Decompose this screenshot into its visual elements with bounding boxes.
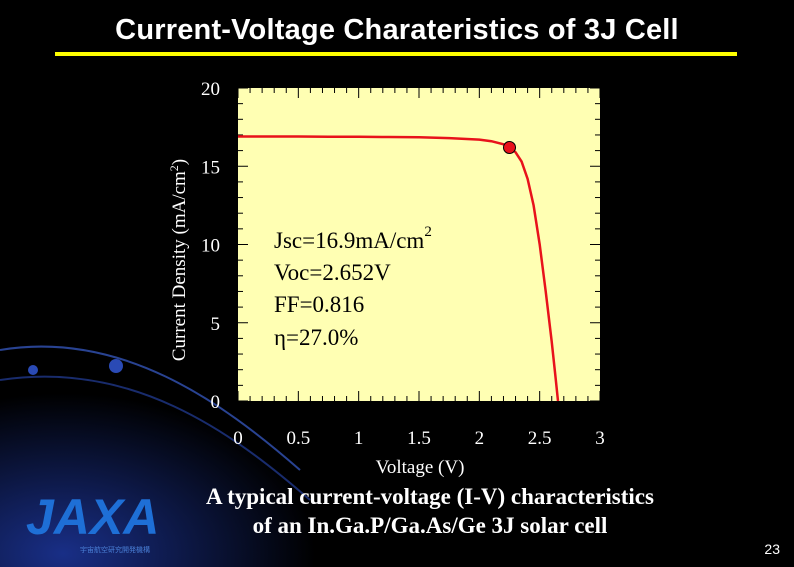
title-underline xyxy=(55,52,737,56)
slide-caption: A typical current-voltage (I-V) characte… xyxy=(120,482,740,540)
x-tick-labels: 0 0.5 1 1.5 2 2.5 3 xyxy=(233,428,605,449)
annotation-box: Jsc=16.9mA/cm2 Voc=2.652V FF=0.816 η=27.… xyxy=(274,224,432,350)
axis-ticks xyxy=(237,87,601,402)
x-tick-label: 0.5 xyxy=(286,428,310,449)
x-tick-label: 2 xyxy=(475,428,485,449)
slide-title: Current-Voltage Charateristics of 3J Cel… xyxy=(115,14,679,46)
max-power-point-marker xyxy=(503,140,516,154)
annotation-jsc: Jsc=16.9mA/cm2 xyxy=(274,224,432,253)
page-number: 23 xyxy=(764,541,780,557)
x-axis-title: Voltage (V) xyxy=(376,457,465,478)
jaxa-logo: JAXA 宇宙航空研究開発機構 xyxy=(26,489,159,554)
y-axis-title: Current Density (mA/cm2) xyxy=(167,159,190,361)
jaxa-logo-text: JAXA xyxy=(26,489,159,545)
caption-line-2: of an In.Ga.P/Ga.As/Ge 3J solar cell xyxy=(252,513,608,538)
y-tick-labels: 0 5 10 15 20 xyxy=(201,79,220,413)
x-tick-label: 1.5 xyxy=(407,428,431,449)
annotation-ff: FF=0.816 xyxy=(274,292,364,317)
y-tick-label: 5 xyxy=(211,314,221,335)
x-tick-label: 3 xyxy=(595,428,605,449)
y-axis-title-main: Current Density (mA/cm xyxy=(169,171,190,361)
x-tick-label: 0 xyxy=(233,428,243,449)
x-tick-label: 1 xyxy=(354,428,364,449)
annotation-voc: Voc=2.652V xyxy=(274,260,391,285)
annotation-jsc-main: Jsc=16.9mA/cm xyxy=(274,228,424,253)
y-tick-label: 15 xyxy=(201,157,220,178)
iv-curve-line xyxy=(238,135,560,402)
y-axis-title-sup: 2 xyxy=(167,165,181,171)
y-tick-label: 10 xyxy=(201,236,220,257)
caption-line-1: A typical current-voltage (I-V) characte… xyxy=(206,484,654,509)
jaxa-logo-subtext: 宇宙航空研究開発機構 xyxy=(80,545,150,554)
y-axis-title-close: ) xyxy=(169,159,190,165)
x-tick-label: 2.5 xyxy=(528,428,552,449)
y-tick-label: 20 xyxy=(201,79,220,100)
annotation-jsc-sup: 2 xyxy=(424,224,432,240)
y-tick-label: 0 xyxy=(211,392,221,413)
annotation-eta: η=27.0% xyxy=(274,325,358,350)
